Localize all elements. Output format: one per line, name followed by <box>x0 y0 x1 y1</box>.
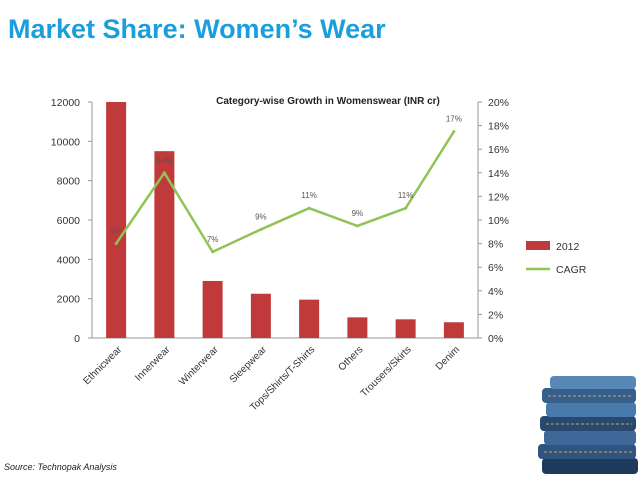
category-labels: Ethnicwear Innerwear Winterwear SleepwearTo… <box>81 344 462 414</box>
right-tick-label: 20% <box>488 97 509 109</box>
bar-series-2012 <box>106 102 464 338</box>
left-tick-label: 12000 <box>51 97 80 109</box>
bar <box>202 280 223 338</box>
category-label: Ethnicwear <box>81 344 124 387</box>
cagr-data-label: 9% <box>255 212 267 221</box>
bar <box>443 322 464 338</box>
slide-title: Market Share: Women’s Wear <box>8 14 386 44</box>
bar <box>347 317 368 338</box>
right-axis: 0% 2% 4% 6% 8% 10% 12% 14% 16% 18% 20% <box>477 97 509 345</box>
cagr-point <box>162 171 166 175</box>
left-tick-label: 2000 <box>57 294 81 306</box>
left-tick-label: 10000 <box>51 136 80 148</box>
bar <box>154 151 175 338</box>
cagr-data-label: 8% <box>110 227 122 236</box>
category-label: Innerwear <box>133 344 173 384</box>
cagr-point <box>452 130 456 133</box>
cagr-data-label: 11% <box>398 191 413 200</box>
legend-label-cagr: CAGR <box>556 264 587 276</box>
bar <box>106 102 127 338</box>
category-label: Winterwear <box>177 344 221 388</box>
category-label: Denim <box>434 344 462 372</box>
legend: 2012 CAGR <box>526 241 587 276</box>
chart-title: Category-wise Growth in Womenswear (INR … <box>216 96 440 107</box>
right-tick-label: 14% <box>488 168 509 180</box>
category-label: Sleepwear <box>228 344 270 386</box>
right-tick-label: 4% <box>488 286 503 298</box>
legend-label-2012: 2012 <box>556 241 580 253</box>
bar <box>250 293 271 338</box>
left-tick-label: 4000 <box>57 254 81 266</box>
cagr-point <box>355 224 359 228</box>
cagr-point <box>211 250 215 254</box>
bar <box>299 299 320 338</box>
source-note: Source: Technopak Analysis <box>4 462 117 472</box>
cagr-point <box>404 206 408 210</box>
left-tick-label: 6000 <box>57 215 81 227</box>
category-label: Others <box>336 344 365 373</box>
jeans-stack-image <box>538 376 638 474</box>
cagr-data-label: 11% <box>301 191 316 200</box>
cagr-point <box>307 206 311 210</box>
cagr-point <box>259 227 263 231</box>
left-tick-label: 8000 <box>57 176 81 188</box>
category-label: Trousers/Skirts <box>359 344 414 399</box>
right-tick-label: 6% <box>488 262 503 274</box>
bar <box>395 319 416 338</box>
cagr-data-label: 17% <box>446 115 462 124</box>
right-tick-label: 8% <box>488 239 503 251</box>
cagr-data-label: 14% <box>156 156 172 165</box>
cagr-data-label: 9% <box>352 209 364 218</box>
right-tick-label: 10% <box>488 215 509 227</box>
right-tick-label: 16% <box>488 144 509 156</box>
right-tick-label: 0% <box>488 333 503 345</box>
right-tick-label: 12% <box>488 191 509 203</box>
left-tick-label: 0 <box>74 333 80 345</box>
legend-swatch-2012 <box>526 241 550 250</box>
right-tick-label: 18% <box>488 121 509 133</box>
cagr-line <box>115 130 455 254</box>
right-tick-label: 2% <box>488 309 503 321</box>
cagr-point <box>114 242 118 246</box>
cagr-data-label: 7% <box>207 235 219 244</box>
line-series-cagr: 8% 14% 7% 9% 11% 9% 11% 17% <box>110 115 462 254</box>
